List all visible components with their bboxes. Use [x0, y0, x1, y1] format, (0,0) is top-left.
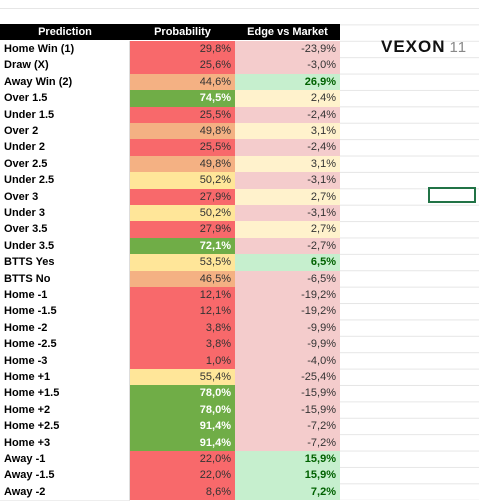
probability-cell: 27,9% [130, 221, 235, 239]
probability-cell: 49,8% [130, 155, 235, 174]
selected-cell[interactable] [428, 187, 476, 203]
probability-cell: 50,2% [130, 172, 235, 190]
prediction-cell: Away Win (2) [0, 73, 130, 92]
probability-cell: 46,5% [130, 270, 235, 288]
edge-cell: -25,4% [235, 369, 340, 387]
prediction-cell: Home -2.5 [0, 336, 130, 354]
edge-cell: -3,1% [235, 205, 340, 223]
edge-cell: -15,9% [235, 385, 340, 403]
probability-cell: 53,5% [130, 254, 235, 272]
prediction-cell: Draw (X) [0, 57, 130, 75]
prediction-cell: BTTS No [0, 270, 130, 288]
prediction-cell: Home -1 [0, 287, 130, 305]
probability-cell: 55,4% [130, 369, 235, 387]
edge-cell: -3,1% [235, 172, 340, 190]
prediction-cell: Under 2.5 [0, 172, 130, 190]
edge-cell: -9,9% [235, 336, 340, 354]
prediction-cell: Over 2.5 [0, 155, 130, 174]
header-cell: Prediction [0, 24, 130, 41]
prediction-cell: Under 3.5 [0, 237, 130, 256]
probability-cell: 8,6% [130, 483, 235, 501]
prediction-cell: Home +3 [0, 434, 130, 452]
edge-cell: -19,2% [235, 303, 340, 321]
probability-cell: 22,0% [130, 467, 235, 485]
probability-cell: 25,5% [130, 106, 235, 124]
edge-cell: 2,4% [235, 90, 340, 108]
probability-cell: 3,8% [130, 319, 235, 338]
logo-name: VEXON [381, 37, 446, 56]
edge-cell: -6,5% [235, 270, 340, 288]
edge-cell: -2,7% [235, 237, 340, 256]
prediction-cell: Home -1.5 [0, 303, 130, 321]
prediction-cell: Over 3.5 [0, 221, 130, 239]
edge-cell: 2,7% [235, 221, 340, 239]
probability-cell: 78,0% [130, 401, 235, 420]
prediction-cell: Away -2 [0, 483, 130, 501]
probability-cell: 27,9% [130, 188, 235, 206]
edge-cell: -19,2% [235, 287, 340, 305]
probability-cell: 12,1% [130, 303, 235, 321]
edge-cell: -7,2% [235, 434, 340, 452]
probability-cell: 25,6% [130, 57, 235, 75]
probability-cell: 91,4% [130, 418, 235, 436]
probability-cell: 91,4% [130, 434, 235, 452]
prediction-cell: Under 3 [0, 205, 130, 223]
edge-cell: -23,9% [235, 41, 340, 59]
prediction-cell: Home +2.5 [0, 418, 130, 436]
probability-cell: 29,8% [130, 41, 235, 59]
edge-cell: 6,5% [235, 254, 340, 272]
probability-cell: 74,5% [130, 90, 235, 108]
edge-cell: 3,1% [235, 123, 340, 141]
header-cell: Probability [130, 24, 235, 41]
probability-cell: 44,6% [130, 73, 235, 92]
edge-cell: -7,2% [235, 418, 340, 436]
header-cell: Edge vs Market [235, 24, 340, 41]
edge-cell: 26,9% [235, 73, 340, 92]
probability-cell: 72,1% [130, 237, 235, 256]
probability-cell: 49,8% [130, 123, 235, 141]
prediction-cell: Over 3 [0, 188, 130, 206]
prediction-cell: Home Win (1) [0, 41, 130, 59]
logo: VEXON 11 [381, 37, 467, 57]
probability-cell: 78,0% [130, 385, 235, 403]
prediction-cell: Home -2 [0, 319, 130, 338]
probability-cell: 50,2% [130, 205, 235, 223]
edge-cell: 3,1% [235, 155, 340, 174]
edge-cell: -2,4% [235, 106, 340, 124]
logo-number: 11 [449, 39, 468, 56]
prediction-cell: Away -1.5 [0, 467, 130, 485]
prediction-cell: Under 2 [0, 139, 130, 157]
probability-cell: 1,0% [130, 352, 235, 370]
prediction-cell: Home +1.5 [0, 385, 130, 403]
edge-cell: -15,9% [235, 401, 340, 420]
edge-cell: 2,7% [235, 188, 340, 206]
edge-cell: 15,9% [235, 467, 340, 485]
edge-cell: -2,4% [235, 139, 340, 157]
probability-cell: 3,8% [130, 336, 235, 354]
prediction-cell: BTTS Yes [0, 254, 130, 272]
probability-cell: 12,1% [130, 287, 235, 305]
prediction-cell: Under 1.5 [0, 106, 130, 124]
prediction-cell: Home +1 [0, 369, 130, 387]
probability-cell: 25,5% [130, 139, 235, 157]
prediction-cell: Away -1 [0, 451, 130, 469]
prediction-cell: Home +2 [0, 401, 130, 420]
edge-cell: -3,0% [235, 57, 340, 75]
edge-cell: -4,0% [235, 352, 340, 370]
prediction-cell: Over 1.5 [0, 90, 130, 108]
edge-cell: -9,9% [235, 319, 340, 338]
edge-cell: 7,2% [235, 483, 340, 501]
prediction-cell: Home -3 [0, 352, 130, 370]
probability-cell: 22,0% [130, 451, 235, 469]
edge-cell: 15,9% [235, 451, 340, 469]
prediction-cell: Over 2 [0, 123, 130, 141]
